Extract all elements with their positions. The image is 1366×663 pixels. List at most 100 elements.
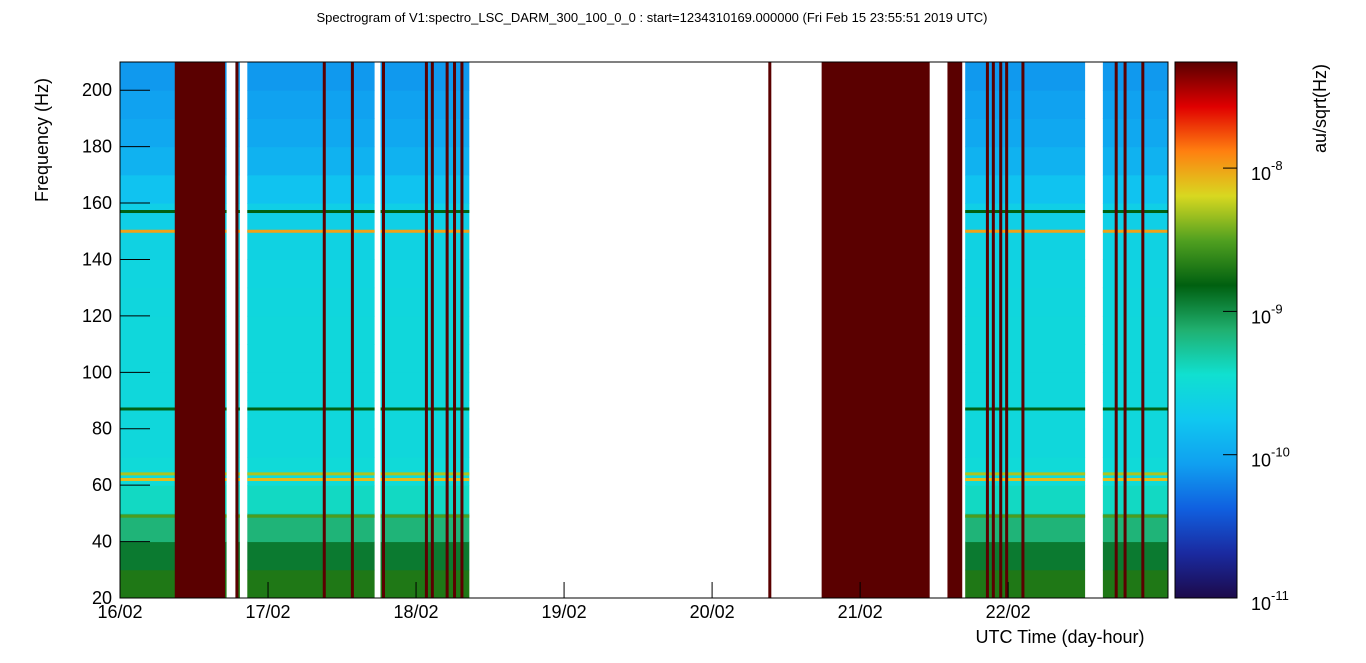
spectrogram-cell xyxy=(247,259,375,289)
x-tick-label: 22/02 xyxy=(986,602,1031,622)
x-tick-label: 16/02 xyxy=(97,602,142,622)
spectrogram-cell xyxy=(1102,90,1168,119)
y-tick-label: 80 xyxy=(92,419,112,439)
x-axis-label: UTC Time (day-hour) xyxy=(975,627,1144,647)
spectrogram-cell xyxy=(1102,456,1168,486)
spectral-line xyxy=(120,478,227,482)
glitch-line xyxy=(381,62,385,598)
spectrogram-cell xyxy=(247,569,375,599)
tick-exponent: -11 xyxy=(1271,588,1289,603)
spectral-line xyxy=(247,478,375,482)
spectral-line xyxy=(247,472,375,476)
spectrogram-cell xyxy=(965,372,1086,402)
spectrogram-cell xyxy=(1102,569,1168,599)
saturated-band xyxy=(947,62,963,598)
colorbar-label: au/sqrt(Hz) xyxy=(1310,64,1330,153)
spectral-line xyxy=(120,210,227,214)
spectral-line xyxy=(965,210,1086,214)
spectrogram-cell xyxy=(247,485,375,514)
spectrogram-cell xyxy=(1102,541,1168,571)
glitch-line xyxy=(1141,62,1145,598)
spectrogram-cell xyxy=(1102,203,1168,232)
spectrogram-cell xyxy=(247,203,375,232)
y-tick-label: 120 xyxy=(82,306,112,326)
glitch-line xyxy=(350,62,354,598)
colorbar xyxy=(1174,61,1238,599)
y-tick-label: 100 xyxy=(82,362,112,382)
spectrogram-cell xyxy=(965,569,1086,599)
spectrogram-cell xyxy=(247,62,375,91)
spectral-line xyxy=(1102,210,1168,214)
spectral-line xyxy=(1102,514,1168,518)
glitch-line xyxy=(322,62,326,598)
spectrogram-cell xyxy=(965,513,1086,543)
spectral-line xyxy=(120,229,227,233)
glitch-line xyxy=(445,62,449,598)
chart-title: Spectrogram of V1:spectro_LSC_DARM_300_1… xyxy=(316,10,987,25)
spectrogram-cell xyxy=(1102,485,1168,514)
glitch-line xyxy=(453,62,457,598)
glitch-line xyxy=(1114,62,1118,598)
tick-exponent: -8 xyxy=(1271,158,1283,173)
spectrogram-cell xyxy=(1102,62,1168,91)
spectrogram-cell xyxy=(965,428,1086,458)
spectral-line xyxy=(965,478,1086,482)
spectrogram-cell xyxy=(965,62,1086,91)
spectral-line xyxy=(965,472,1086,476)
spectral-line xyxy=(120,472,227,476)
spectral-line xyxy=(247,514,375,518)
x-tick-label: 21/02 xyxy=(838,602,883,622)
spectrogram-cell xyxy=(1102,259,1168,289)
y-tick-label: 20 xyxy=(92,588,112,608)
colorbar-tick-label: 10-9 xyxy=(1251,301,1283,327)
spectrogram-cell xyxy=(965,400,1086,430)
spectral-line xyxy=(120,407,227,411)
glitch-line xyxy=(424,62,428,598)
spectrogram-cell xyxy=(247,541,375,571)
spectrogram-cell xyxy=(247,344,375,373)
glitch-line xyxy=(460,62,464,598)
spectrogram-cell xyxy=(1102,372,1168,402)
spectral-line xyxy=(1102,472,1168,476)
x-tick-label: 18/02 xyxy=(394,602,439,622)
spectral-line xyxy=(247,229,375,233)
tick-exponent: -9 xyxy=(1271,301,1283,316)
spectrogram-cell xyxy=(1102,231,1168,260)
spectrogram-cell xyxy=(1102,174,1168,204)
spectrogram-cell xyxy=(247,428,375,458)
spectrogram-cell xyxy=(247,400,375,430)
spectrogram-cell xyxy=(1102,146,1168,176)
spectrogram-cell xyxy=(247,372,375,402)
glitch-line xyxy=(235,62,239,598)
tick-exponent: -10 xyxy=(1271,445,1290,460)
spectrogram-cell xyxy=(965,231,1086,260)
spectrogram-cell xyxy=(965,485,1086,514)
x-tick-label: 17/02 xyxy=(245,602,290,622)
tick-base: 10 xyxy=(1251,451,1271,471)
y-tick-label: 40 xyxy=(92,532,112,552)
glitch-line xyxy=(991,62,995,598)
spectrogram-cell xyxy=(247,146,375,176)
spectrogram-cell xyxy=(247,231,375,260)
spectrogram xyxy=(120,62,1168,599)
spectrogram-cell xyxy=(247,315,375,345)
x-tick-label: 20/02 xyxy=(690,602,735,622)
spectral-line xyxy=(965,407,1086,411)
x-tick-label: 19/02 xyxy=(542,602,587,622)
spectrogram-cell xyxy=(247,90,375,119)
spectrogram-cell xyxy=(1102,513,1168,543)
colorbar-tick-label: 10-8 xyxy=(1251,158,1283,184)
colorbar-tick-label: 10-10 xyxy=(1251,445,1290,471)
spectrogram-cell xyxy=(1102,400,1168,430)
spectrogram-cell xyxy=(965,90,1086,119)
spectrogram-cell xyxy=(965,174,1086,204)
spectral-line xyxy=(1102,407,1168,411)
glitch-line xyxy=(985,62,989,598)
tick-base: 10 xyxy=(1251,594,1271,614)
spectrogram-cell xyxy=(1102,344,1168,373)
spectrogram-cell xyxy=(965,287,1086,317)
spectrogram-cell xyxy=(965,146,1086,176)
spectrogram-cell xyxy=(1102,315,1168,345)
glitch-line xyxy=(1123,62,1127,598)
